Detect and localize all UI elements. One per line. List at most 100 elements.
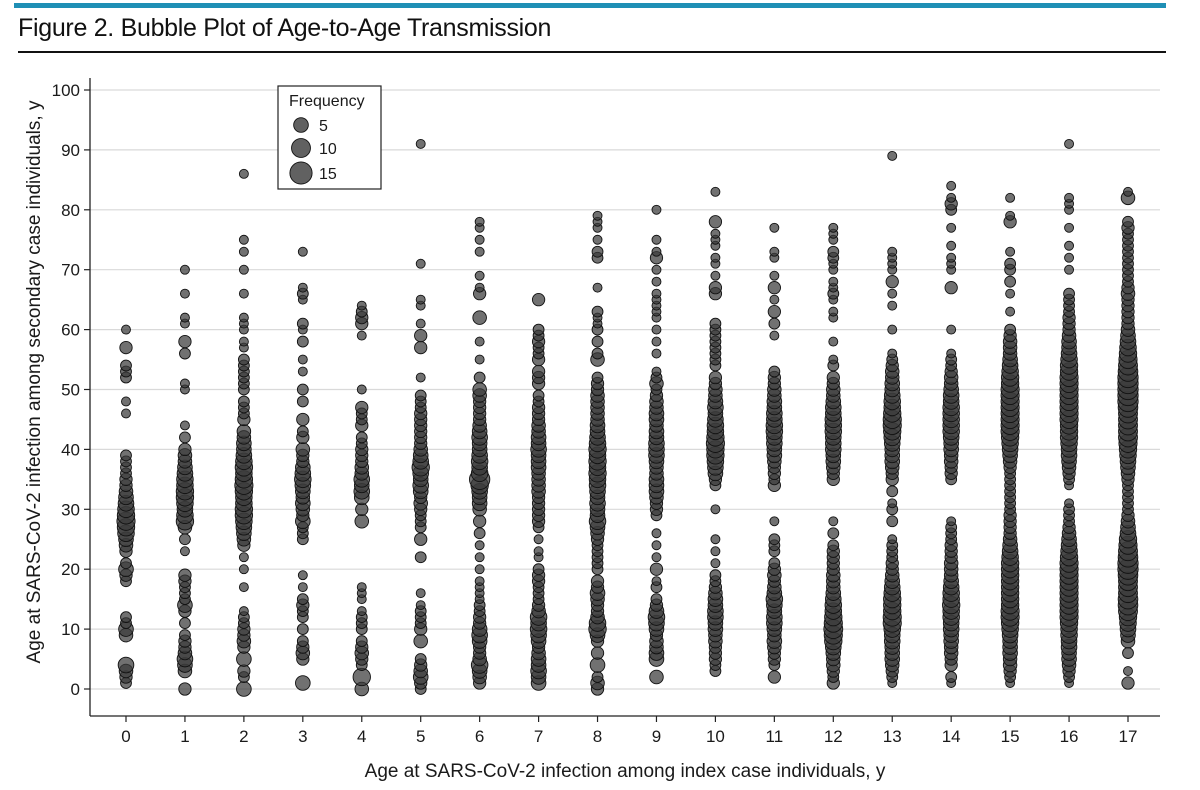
- bubble: [886, 485, 899, 498]
- bubble: [651, 540, 662, 551]
- bubble: [946, 348, 957, 359]
- x-tick-label: 0: [121, 727, 130, 746]
- bubble: [178, 682, 192, 696]
- bubble: [295, 442, 311, 457]
- bubble: [179, 264, 190, 275]
- bubble: [474, 234, 485, 245]
- bubble: [710, 504, 721, 515]
- bubble: [946, 324, 957, 335]
- bubble: [1064, 138, 1075, 149]
- bubble: [297, 246, 308, 257]
- y-tick-label: 50: [61, 381, 80, 400]
- bubble: [946, 192, 957, 203]
- bubble: [237, 353, 250, 366]
- bubble: [590, 646, 605, 660]
- bubble: [531, 293, 546, 307]
- bubble: [591, 671, 604, 683]
- bubble: [238, 582, 249, 593]
- bubble: [828, 516, 839, 527]
- bubble: [769, 270, 780, 281]
- bubble: [1005, 306, 1016, 317]
- bubble: [354, 514, 370, 529]
- x-tick-label: 12: [824, 727, 843, 746]
- bubble: [238, 234, 249, 245]
- grid-lines: [90, 89, 1160, 690]
- bubble: [120, 611, 132, 624]
- y-tick-label: 40: [61, 440, 80, 459]
- bubble: [885, 275, 899, 289]
- bubble: [474, 282, 485, 293]
- bubble: [591, 335, 604, 348]
- bubble: [296, 623, 309, 635]
- bubble: [179, 533, 191, 546]
- bubble: [651, 246, 662, 257]
- x-tick-label: 14: [942, 727, 961, 746]
- bubble: [1063, 287, 1075, 300]
- x-tick-label: 8: [593, 727, 602, 746]
- bubble: [356, 330, 367, 341]
- bubble: [710, 534, 721, 545]
- bubble: [414, 532, 428, 546]
- bubble: [591, 305, 604, 318]
- bubble: [472, 382, 487, 397]
- bubble: [710, 546, 721, 557]
- bubble: [1004, 275, 1017, 288]
- bubble: [297, 570, 308, 581]
- legend-bubble: [289, 161, 313, 185]
- bubble: [414, 389, 427, 402]
- bubble: [414, 653, 427, 665]
- bubble: [179, 378, 190, 389]
- title-rule: [18, 51, 1166, 53]
- bubble: [119, 340, 133, 355]
- bubble: [474, 216, 485, 227]
- bubble: [238, 552, 249, 563]
- bubble: [531, 364, 546, 379]
- bubble: [474, 540, 485, 551]
- bubble: [474, 246, 485, 257]
- bubble: [117, 656, 135, 674]
- bubble: [296, 635, 309, 647]
- bubble: [1064, 222, 1075, 233]
- bubble: [121, 324, 131, 335]
- bubbles: [116, 138, 1139, 697]
- y-tick-label: 80: [61, 201, 80, 220]
- bubble: [415, 138, 426, 149]
- bubble: [236, 424, 252, 439]
- x-axis-label: Age at SARS-CoV-2 infection among index …: [365, 761, 886, 782]
- bubble: [474, 552, 485, 563]
- bubble: [708, 370, 723, 385]
- bubble: [414, 328, 428, 343]
- bubble: [768, 557, 781, 570]
- bubble: [296, 317, 309, 330]
- x-tick-label: 15: [1001, 727, 1020, 746]
- bubble: [355, 635, 368, 647]
- bubble: [651, 276, 662, 287]
- legend-label: 10: [319, 141, 337, 158]
- bubble: [887, 150, 898, 161]
- bubble: [532, 389, 545, 402]
- bubble: [179, 312, 190, 323]
- y-axis-label: Age at SARS-CoV-2 infection among second…: [24, 100, 45, 663]
- bubble: [178, 442, 192, 457]
- bubble: [238, 246, 249, 257]
- bubble: [1123, 186, 1133, 197]
- bubble: [1123, 666, 1133, 676]
- bubble: [415, 258, 426, 269]
- bubble: [296, 593, 309, 606]
- x-tick-label: 10: [706, 727, 725, 746]
- x-tick-label: 6: [475, 727, 484, 746]
- bubble: [120, 359, 132, 372]
- bubble: [589, 657, 606, 673]
- bubble: [651, 336, 662, 347]
- x-tick-label: 1: [180, 727, 189, 746]
- bubble: [179, 546, 190, 557]
- bubble: [238, 564, 249, 575]
- bubble: [828, 336, 839, 347]
- y-tick-label: 70: [61, 261, 80, 280]
- legend-title: Frequency: [289, 93, 365, 110]
- y-tick-label: 30: [61, 500, 80, 519]
- bubble: [297, 354, 308, 365]
- bubble: [179, 617, 191, 630]
- bubble: [414, 551, 427, 564]
- figure-title: Figure 2. Bubble Plot of Age-to-Age Tran…: [18, 14, 552, 42]
